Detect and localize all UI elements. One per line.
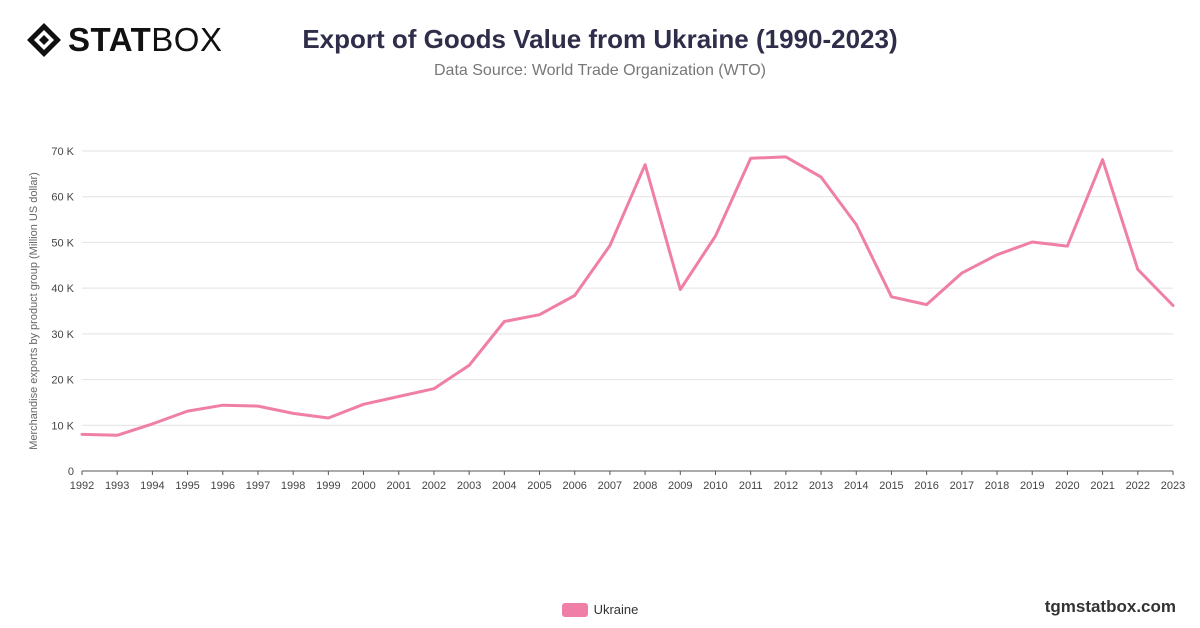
- series-line-ukraine: [80, 155, 1175, 437]
- x-tick-label: 2011: [739, 480, 763, 492]
- y-tick-label: 20 K: [51, 375, 74, 387]
- x-tick-label: 2021: [1090, 480, 1114, 492]
- x-tick-label: 1994: [140, 480, 164, 492]
- x-tick-label: 2012: [774, 480, 798, 492]
- x-tick-label: 1992: [70, 480, 94, 492]
- x-tick-label: 2008: [633, 480, 657, 492]
- x-tick-label: 1998: [281, 480, 305, 492]
- x-tick-labels: 1992 1993 1994 1995 1996 1997 1998 1999 2000 2001…: [70, 471, 1185, 492]
- x-tick-label: 2018: [985, 480, 1009, 492]
- logo: STATBOX: [26, 22, 222, 58]
- x-tick-label: 2016: [914, 480, 938, 492]
- x-tick-label: 1996: [211, 480, 235, 492]
- legend-swatch-ukraine: [561, 602, 588, 617]
- x-tick-label: 2004: [492, 480, 516, 492]
- x-tick-label: 2022: [1126, 480, 1150, 492]
- grid-lines: [82, 150, 1173, 472]
- x-tick-label: 2013: [809, 480, 833, 492]
- logo-text-light: BOX: [151, 21, 223, 58]
- x-tick-label: 2009: [668, 480, 692, 492]
- y-tick-label: 30 K: [51, 329, 74, 341]
- legend: Ukraine: [0, 602, 1200, 617]
- y-tick-labels: 0 10 K 20 K 30 K 40 K 50 K 60 K 70 K: [51, 146, 74, 478]
- x-tick-label: 2005: [527, 480, 551, 492]
- y-axis-label: Merchandise exports by product group (Mi…: [28, 172, 40, 450]
- x-tick-label: 2019: [1020, 480, 1044, 492]
- x-tick-label: 2010: [703, 480, 727, 492]
- y-tick-label: 70 K: [51, 146, 74, 158]
- logo-text: STATBOX: [68, 22, 222, 58]
- legend-label-ukraine: Ukraine: [593, 602, 639, 617]
- chart-title: Export of Goods Value from Ukraine (1990…: [302, 24, 898, 54]
- y-tick-label: 40 K: [51, 283, 74, 295]
- x-tick-label: 2007: [598, 480, 622, 492]
- x-tick-label: 2000: [351, 480, 375, 492]
- x-tick-label: 2001: [386, 480, 410, 492]
- x-tick-label: 2023: [1161, 480, 1185, 492]
- x-tick-label: 2002: [422, 480, 446, 492]
- x-tick-label: 2017: [950, 480, 974, 492]
- logo-text-bold: STAT: [68, 21, 152, 58]
- watermark: tgmstatbox.com: [1044, 597, 1176, 616]
- x-tick-label: 2014: [844, 480, 868, 492]
- x-tick-label: 2003: [457, 480, 481, 492]
- y-tick-label: 50 K: [51, 237, 74, 249]
- x-tick-label: 2020: [1055, 480, 1079, 492]
- x-tick-label: 1997: [246, 480, 270, 492]
- series-lines: [80, 155, 1175, 437]
- x-tick-label: 1999: [316, 480, 340, 492]
- chart-subtitle: Data Source: World Trade Organization (W…: [434, 62, 766, 79]
- x-tick-label: 2015: [879, 480, 903, 492]
- x-tick-label: 1993: [105, 480, 129, 492]
- y-tick-label: 60 K: [51, 192, 74, 204]
- x-tick-label: 2006: [562, 480, 586, 492]
- statbox-diamond-icon: [27, 23, 61, 57]
- y-tick-label: 10 K: [51, 420, 74, 432]
- x-tick-label: 1995: [175, 480, 199, 492]
- y-tick-label: 0: [68, 466, 74, 478]
